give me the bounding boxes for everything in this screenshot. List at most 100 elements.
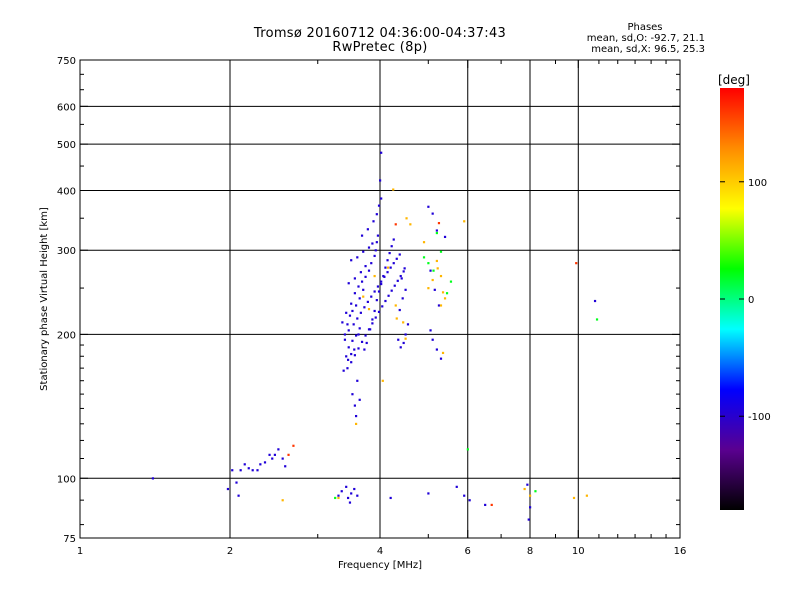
data-point	[468, 499, 471, 502]
data-point	[534, 490, 537, 493]
data-point	[346, 367, 349, 370]
data-point	[441, 291, 445, 294]
data-point	[370, 262, 373, 265]
data-point	[360, 340, 364, 343]
y-tick-label: 750	[57, 56, 76, 67]
data-point	[431, 278, 434, 282]
y-tick-label: 400	[57, 186, 76, 197]
data-point	[439, 357, 443, 360]
data-point	[374, 249, 377, 252]
data-point	[439, 304, 443, 307]
data-point	[433, 288, 436, 291]
data-point	[345, 311, 348, 314]
data-point	[427, 287, 430, 290]
data-point	[360, 280, 364, 283]
data-point	[405, 217, 408, 220]
data-point	[404, 337, 407, 340]
y-tick-label: 600	[57, 102, 76, 113]
data-point	[484, 503, 487, 507]
data-point	[273, 453, 276, 456]
colorbar-label: [deg]	[718, 73, 750, 87]
data-point	[455, 485, 458, 488]
data-point	[366, 228, 369, 231]
data-point	[445, 292, 449, 295]
data-point	[362, 288, 365, 291]
data-point	[427, 262, 430, 265]
y-axis-title: Stationary phase Virtual Height [km]	[39, 207, 50, 391]
data-point	[363, 348, 366, 351]
data-point	[354, 414, 358, 418]
data-point	[235, 481, 238, 484]
data-point	[435, 229, 438, 232]
data-point	[449, 280, 453, 283]
data-point	[287, 453, 290, 456]
data-point	[371, 322, 374, 325]
colorbar-tick-label: 100	[748, 178, 767, 189]
data-point	[356, 494, 359, 497]
data-point	[384, 266, 387, 269]
colorbar: [deg] 100 0 -100	[718, 73, 771, 510]
data-point	[585, 494, 588, 497]
data-point	[439, 274, 443, 278]
data-point	[353, 277, 356, 280]
x-tick-label: 8	[527, 546, 533, 557]
data-point	[376, 285, 380, 288]
data-point	[439, 250, 443, 253]
data-point	[292, 444, 295, 447]
data-point	[380, 280, 383, 283]
data-point	[226, 487, 230, 491]
data-point	[347, 346, 350, 349]
data-point	[380, 151, 383, 154]
data-point	[375, 213, 378, 216]
colorbar-tick-label: 0	[748, 295, 754, 306]
data-point	[529, 506, 532, 509]
data-point	[239, 469, 242, 472]
data-point	[377, 290, 381, 293]
data-point	[403, 267, 406, 270]
data-point	[357, 285, 360, 288]
data-point	[356, 379, 359, 382]
data-point	[402, 321, 405, 324]
data-point	[575, 262, 578, 265]
data-point	[389, 496, 392, 500]
data-point	[371, 318, 374, 321]
data-point	[437, 222, 441, 225]
data-point	[395, 257, 398, 260]
data-point	[367, 308, 371, 311]
data-point	[526, 483, 529, 486]
data-point	[435, 231, 438, 235]
data-point	[523, 487, 526, 491]
data-point	[377, 204, 381, 207]
data-point	[347, 329, 350, 332]
data-point	[356, 317, 359, 320]
data-point	[350, 361, 353, 364]
data-point	[427, 492, 430, 495]
data-point	[381, 305, 384, 308]
data-point	[387, 294, 390, 297]
data-point	[409, 223, 412, 226]
data-point	[376, 234, 380, 237]
data-point	[343, 338, 347, 341]
data-point	[263, 461, 267, 464]
x-axis-title: Frequency [MHz]	[338, 560, 422, 571]
data-point	[247, 467, 250, 470]
data-point	[436, 267, 439, 270]
data-point	[437, 304, 441, 307]
data-point	[402, 341, 405, 345]
data-point	[388, 252, 391, 255]
data-point	[358, 297, 361, 300]
data-point	[463, 494, 466, 497]
phase-stats-x-mode: mean, sd,X: 96.5, 25.3	[591, 44, 705, 55]
data-point	[277, 448, 280, 451]
data-point	[231, 469, 234, 472]
colorbar-tick-label: -100	[748, 412, 771, 423]
data-point	[390, 289, 393, 292]
y-tick-label: 200	[57, 330, 76, 341]
data-point	[384, 299, 387, 303]
data-point	[466, 448, 469, 451]
data-point	[406, 323, 410, 326]
data-point	[350, 352, 353, 356]
data-point	[337, 494, 340, 497]
data-point	[392, 188, 395, 191]
